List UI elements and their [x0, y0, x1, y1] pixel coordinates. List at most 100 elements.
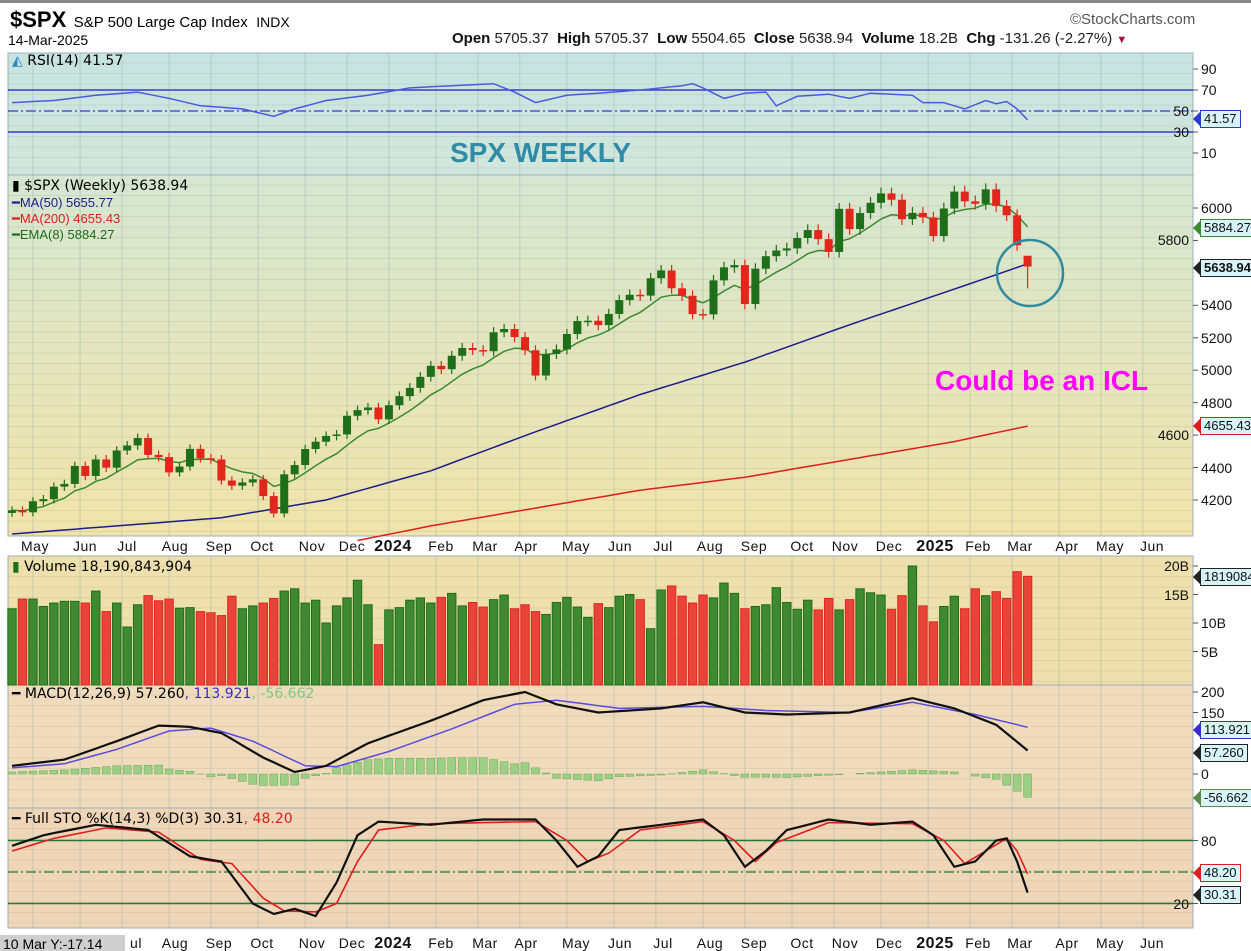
- sto-d-value-tag: 48.20: [1193, 864, 1241, 882]
- bottom-axis-month-label: ul: [130, 935, 142, 951]
- volume-bar: [488, 599, 499, 686]
- volume-bar: [792, 608, 802, 686]
- volume-bar: [310, 599, 321, 686]
- sto-k-line: [11, 818, 1029, 918]
- candle-body: [311, 441, 320, 450]
- volume-bar: [509, 608, 520, 686]
- chart-date: 14-Mar-2025: [8, 32, 89, 48]
- candle-body: [81, 465, 90, 476]
- x-axis-month-label: Dec: [875, 538, 903, 554]
- ma200-legend: ━MA(200) 4655.43: [12, 211, 121, 226]
- chart-canvas: [7, 52, 1198, 929]
- bottom-axis-month-label: Dec: [875, 935, 903, 951]
- annotation-circle: [995, 238, 1065, 308]
- bottom-axis-month-label: Jun: [607, 935, 633, 951]
- candle-body: [939, 208, 948, 237]
- ma50-line: [11, 263, 1028, 535]
- macd-histogram-bar: [594, 773, 603, 782]
- candle-body: [395, 396, 404, 406]
- sto-tick-label: 80: [1201, 832, 1217, 849]
- change-label: Chg: [966, 30, 996, 47]
- volume-bar: [269, 597, 279, 686]
- rsi-legend-text: RSI(14) 41.57: [27, 53, 124, 69]
- candle-body: [960, 191, 969, 202]
- candle-body: [950, 191, 959, 209]
- candle-body: [918, 212, 927, 218]
- price-tick-label: 4600: [1157, 427, 1189, 444]
- candle-body: [678, 288, 687, 296]
- close-label: Close: [753, 30, 795, 47]
- macd-histogram-bar: [803, 773, 812, 777]
- candle-body: [981, 189, 990, 204]
- x-axis-month-label: Mar: [1007, 538, 1033, 554]
- macd-histogram-bar: [81, 768, 90, 775]
- price-tick-label: 6000: [1201, 200, 1233, 216]
- macd-tick-label: 200: [1201, 684, 1225, 700]
- rsi-legend: ◭ RSI(14) 41.57: [12, 53, 123, 69]
- macd-hist-value-tag: -56.662: [1192, 789, 1251, 807]
- candle-body: [405, 387, 414, 397]
- rsi-tick-label: 10: [1201, 145, 1217, 161]
- volume-bar: [698, 594, 708, 686]
- candle-body: [573, 321, 582, 335]
- candle-body: [625, 294, 634, 301]
- ohlc-summary: Open 5705.37 High 5705.37 Low 5504.65 Cl…: [452, 30, 1127, 47]
- close-value-tag: 5638.94: [1193, 259, 1251, 277]
- volume-bar: [384, 609, 394, 686]
- candle-body: [866, 202, 875, 214]
- volume-bar: [300, 602, 310, 686]
- macd-histogram-bar: [510, 763, 519, 775]
- volume-bar: [447, 592, 457, 686]
- sto-legend-text: Full STO %K(14,3) %D(3) 30.31: [24, 811, 244, 827]
- candle-body: [468, 347, 477, 351]
- ma50-legend: ━MA(50) 5655.77: [12, 195, 114, 210]
- sto-panel: [7, 807, 1194, 929]
- annotation-note: Could be an ICL: [935, 365, 1149, 396]
- macd-signal-legend: , 113.921: [184, 686, 252, 702]
- candle-body: [353, 410, 362, 416]
- volume-bar: [258, 602, 268, 686]
- volume-bar: [227, 595, 237, 686]
- candle-body: [929, 217, 938, 237]
- chart-title: $SPX S&P 500 Large Cap Index INDX: [10, 7, 290, 33]
- price-tick-label: 4200: [1201, 491, 1233, 508]
- macd-histogram-bar: [164, 768, 174, 775]
- candle-body: [343, 415, 352, 435]
- candle-body: [185, 448, 194, 467]
- symbol: $SPX: [10, 7, 67, 32]
- macd-histogram-bar: [772, 773, 781, 778]
- change-value: -131.26 (-2.27%): [999, 30, 1113, 47]
- candle-body: [814, 230, 823, 240]
- price-tick-label: 4800: [1201, 394, 1233, 411]
- macd-histogram-bar: [625, 773, 634, 777]
- candle-body: [730, 265, 739, 268]
- candle-body: [761, 256, 770, 269]
- rsi-tick-label: 50: [1173, 103, 1189, 119]
- brand-logo[interactable]: ©StockCharts.com: [1070, 11, 1196, 28]
- candle-body: [709, 280, 718, 315]
- macd-histogram-bar: [782, 773, 792, 778]
- price-tick-label: 5200: [1201, 329, 1233, 346]
- x-axis-month-label: Apr: [1055, 538, 1079, 554]
- bottom-axis-month-label: Nov: [298, 935, 326, 951]
- x-axis-month-label: Jun: [1139, 538, 1165, 554]
- macd-histogram-bar: [227, 773, 237, 779]
- price-legend-text: $SPX (Weekly) 5638.94: [24, 178, 189, 194]
- volume-bar: [59, 600, 70, 686]
- macd-histogram-bar: [70, 768, 80, 775]
- macd-histogram-bar: [918, 770, 928, 775]
- volume-value-tag: 18190843904: [1193, 568, 1251, 586]
- volume-bar: [897, 595, 907, 686]
- volume-tick-label: 15B: [1164, 586, 1189, 603]
- candle-body: [196, 448, 205, 459]
- ema8-value-tag: 5884.27: [1193, 219, 1251, 237]
- candle-body: [636, 294, 645, 297]
- volume-bar: [467, 601, 478, 686]
- macd-histogram-bar: [206, 773, 216, 778]
- macd-histogram-bar: [552, 773, 561, 779]
- bottom-axis-month-label: Apr: [1055, 935, 1079, 951]
- macd-histogram-bar: [698, 769, 708, 775]
- macd-histogram-bar: [604, 773, 614, 780]
- candle-icon: ▮: [12, 178, 20, 194]
- volume-bar: [415, 597, 426, 686]
